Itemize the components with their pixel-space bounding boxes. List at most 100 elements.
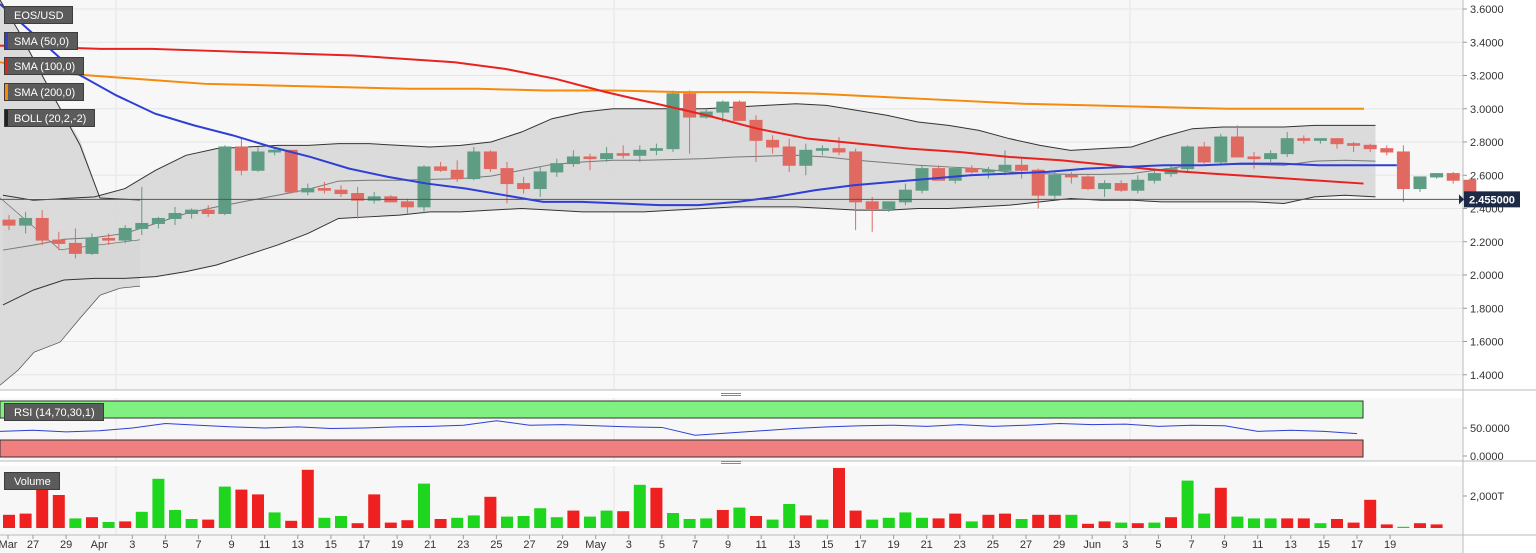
candle-body	[583, 156, 597, 160]
candle-body	[68, 242, 82, 254]
volume-bar	[567, 510, 580, 528]
candle-body	[998, 164, 1012, 171]
pane-resize-handle-rsi[interactable]	[721, 393, 741, 398]
volume-bar	[335, 516, 347, 528]
candle-body	[616, 153, 630, 156]
x-axis-label: 13	[1285, 539, 1297, 551]
volume-bar	[351, 523, 364, 528]
candle-body	[517, 183, 531, 190]
volume-bar	[19, 513, 32, 528]
volume-bar	[1082, 523, 1094, 528]
volume-bar	[119, 521, 132, 528]
volume-bar	[849, 510, 862, 528]
candle-body	[251, 151, 265, 171]
candle-body	[234, 146, 248, 171]
price-axis-label: 1.8000	[1470, 303, 1504, 315]
x-axis-label: 25	[490, 539, 502, 551]
candle-body	[483, 151, 497, 170]
indicator-label-boll[interactable]: BOLL (20,2,-2)	[4, 109, 96, 127]
volume-bar	[102, 522, 115, 528]
volume-bar	[1214, 487, 1227, 528]
volume-bar	[86, 517, 98, 528]
x-axis-label: 29	[1053, 539, 1065, 551]
candle-body	[1081, 176, 1095, 190]
x-axis-label: 25	[987, 539, 999, 551]
candle-body	[1313, 138, 1327, 141]
price-axis-label: 3.0000	[1470, 104, 1504, 116]
candle-body	[782, 146, 796, 166]
candle-body	[1413, 176, 1427, 190]
indicator-label-sma200[interactable]: SMA (200,0)	[4, 83, 85, 101]
candle-body	[633, 149, 647, 156]
x-axis-label: 7	[1188, 539, 1194, 551]
candle-body	[882, 201, 896, 210]
volume-bar	[683, 519, 696, 528]
volume-bar	[1115, 522, 1128, 528]
volume-bar	[451, 517, 464, 528]
candle-body	[218, 146, 232, 214]
x-axis-label: 17	[358, 539, 370, 551]
volume-bar	[932, 518, 945, 528]
volume-bar	[434, 519, 447, 528]
volume-bar	[899, 512, 912, 528]
volume-bar	[1165, 517, 1177, 528]
volume-bar	[1364, 499, 1377, 528]
x-axis-label: 21	[424, 539, 436, 551]
volume-bar	[384, 522, 397, 528]
volume-axis-label: 2,000T	[1470, 491, 1505, 503]
rsi-line	[0, 420, 1358, 436]
volume-bar	[1231, 516, 1244, 528]
x-axis-label: 7	[195, 539, 201, 551]
pane-resize-handle-volume[interactable]	[721, 461, 741, 466]
x-axis-label: 9	[1222, 539, 1228, 551]
candle-body	[1297, 138, 1311, 141]
indicator-label-sma100[interactable]: SMA (100,0)	[4, 57, 85, 75]
volume-bar	[1098, 521, 1111, 528]
volume-bar	[1331, 519, 1343, 528]
candle-body	[1064, 174, 1078, 178]
candle-body	[500, 168, 514, 185]
sma50-swatch	[5, 33, 8, 49]
candle-body	[799, 149, 813, 166]
volume-bar	[617, 511, 630, 528]
candle-body	[1048, 174, 1062, 196]
candle-body	[832, 148, 846, 153]
price-axis-label: 2.0000	[1470, 270, 1504, 282]
candle-body	[533, 171, 547, 190]
x-axis-label: 27	[27, 539, 39, 551]
boll-label-text: BOLL (20,2,-2)	[14, 113, 87, 125]
x-axis-label: 7	[692, 539, 698, 551]
symbol-label[interactable]: EOS/USD	[4, 6, 73, 24]
x-axis-label: 15	[1318, 539, 1330, 551]
volume-bar	[69, 518, 82, 528]
rsi-overbought-zone	[0, 400, 1364, 419]
candle-body	[135, 222, 149, 229]
candle-body	[849, 151, 863, 203]
candle-body	[865, 201, 879, 210]
candle-body	[467, 151, 481, 180]
price-axis-label: 2.6000	[1470, 170, 1504, 182]
volume-bar	[982, 514, 995, 528]
price-axis-label: 3.6000	[1470, 4, 1504, 16]
boll-swatch	[5, 110, 8, 126]
volume-bar	[202, 519, 215, 528]
volume-label[interactable]: Volume	[4, 472, 60, 490]
candle-body	[268, 149, 282, 153]
volume-bar	[1264, 518, 1277, 528]
candle-body	[334, 189, 348, 195]
volume-bar	[36, 489, 49, 528]
x-axis-label: Mar	[0, 539, 18, 551]
candle-body	[600, 153, 614, 160]
indicator-label-sma50[interactable]: SMA (50,0)	[4, 32, 79, 50]
rsi-label[interactable]: RSI (14,70,30,1)	[4, 403, 104, 421]
x-axis-label: 19	[391, 539, 403, 551]
volume-bar	[318, 517, 331, 528]
candle-body	[766, 139, 780, 148]
volume-bar	[467, 515, 480, 528]
candle-body	[317, 188, 331, 191]
volume-bar	[135, 511, 148, 528]
candle-body	[1347, 143, 1361, 146]
volume-bar	[1297, 518, 1310, 528]
x-axis-label: 29	[556, 539, 568, 551]
